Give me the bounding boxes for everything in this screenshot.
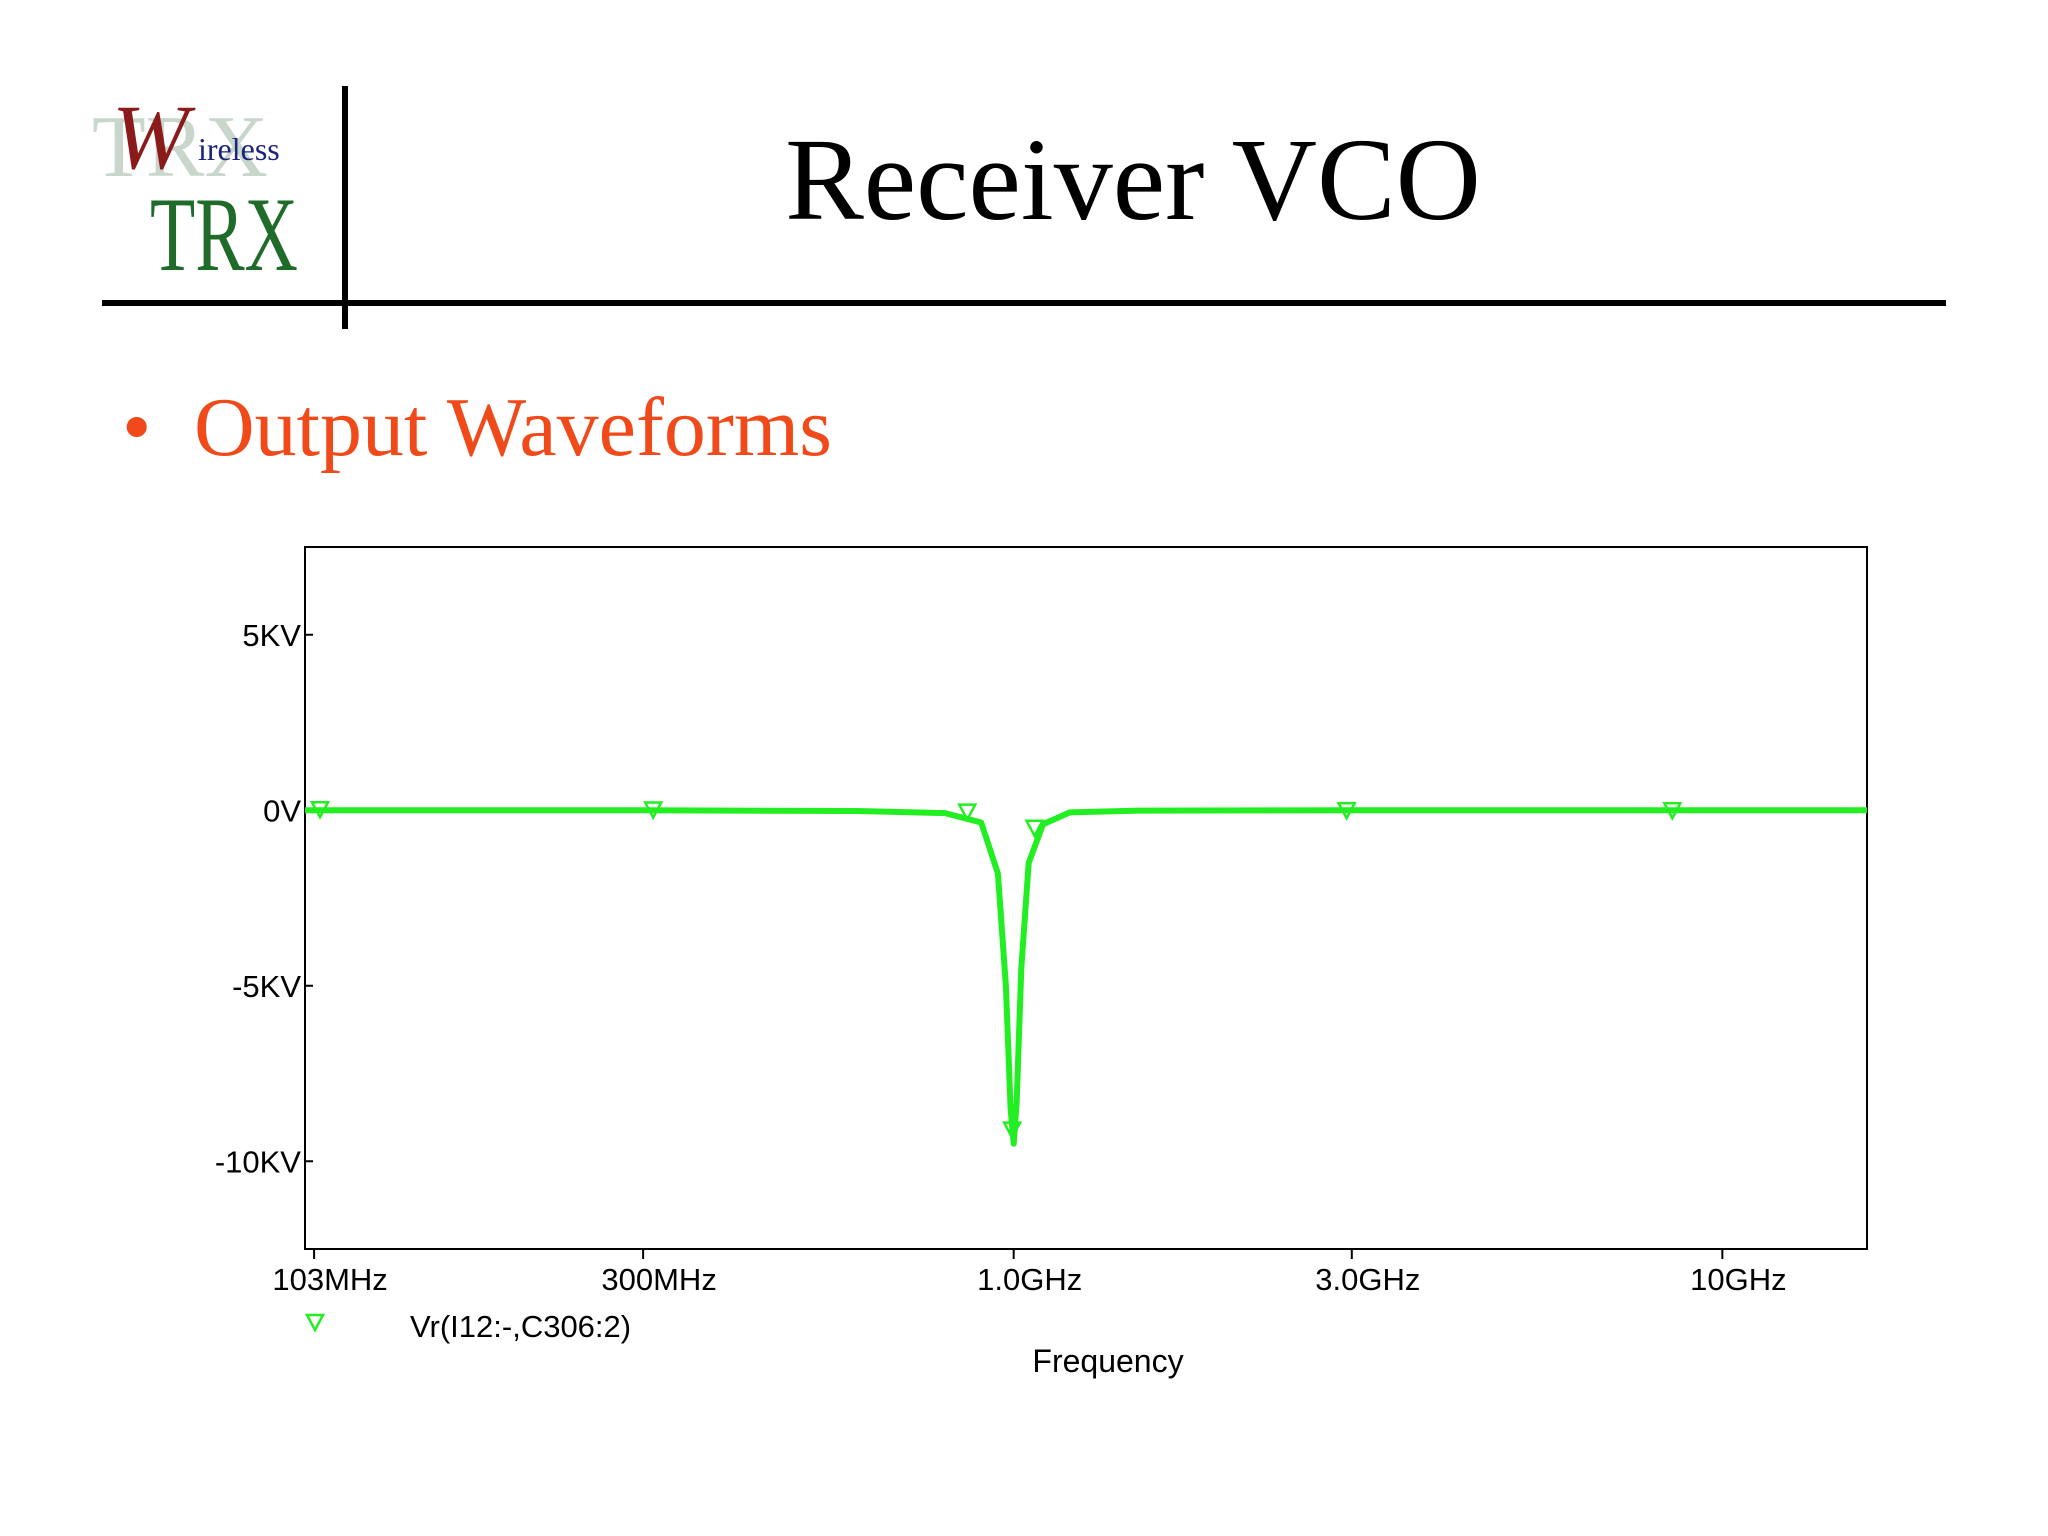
y-tick-label: 0V [263,793,301,828]
series-marker [1002,1121,1023,1141]
logo-shadow-text: TRX [92,99,268,196]
legend-marker [304,1313,326,1333]
y-tick-label: -10KV [215,1144,301,1179]
x-tick-label: 3.0GHz [1315,1262,1420,1297]
bullet-dot: • [122,381,152,474]
x-tick-label: 300MHz [601,1262,716,1297]
x-tick-label: 103MHz [272,1262,387,1297]
logo-big-w: W [112,88,196,188]
logo-main-text: TRX [150,176,298,278]
series-marker [1336,802,1357,821]
slide-title: Receiver VCO [785,114,1481,245]
series-line [305,807,1867,1147]
bullet-item: • Output Waveforms [122,378,832,478]
y-tick-label: -5KV [232,969,301,1004]
series-marker [1662,802,1683,821]
header-horizontal-rule [102,300,1946,306]
legend-label: Vr(I12:-,C306:2) [410,1309,631,1344]
plot-frame [304,546,1868,1250]
series-marker [1024,819,1045,839]
header-vertical-rule [342,86,348,329]
wireless-trx-logo: TRX W ireless TRX [92,88,298,278]
series-marker [643,801,664,821]
series-marker [309,800,331,820]
series-marker [957,803,978,823]
logo-small-text: ireless [198,131,280,167]
y-tick-label: 5KV [242,618,301,653]
bullet-text: Output Waveforms [194,381,832,474]
x-tick-label: 1.0GHz [977,1262,1082,1297]
x-axis-label: Frequency [1032,1343,1183,1379]
x-tick-label: 10GHz [1690,1262,1786,1297]
